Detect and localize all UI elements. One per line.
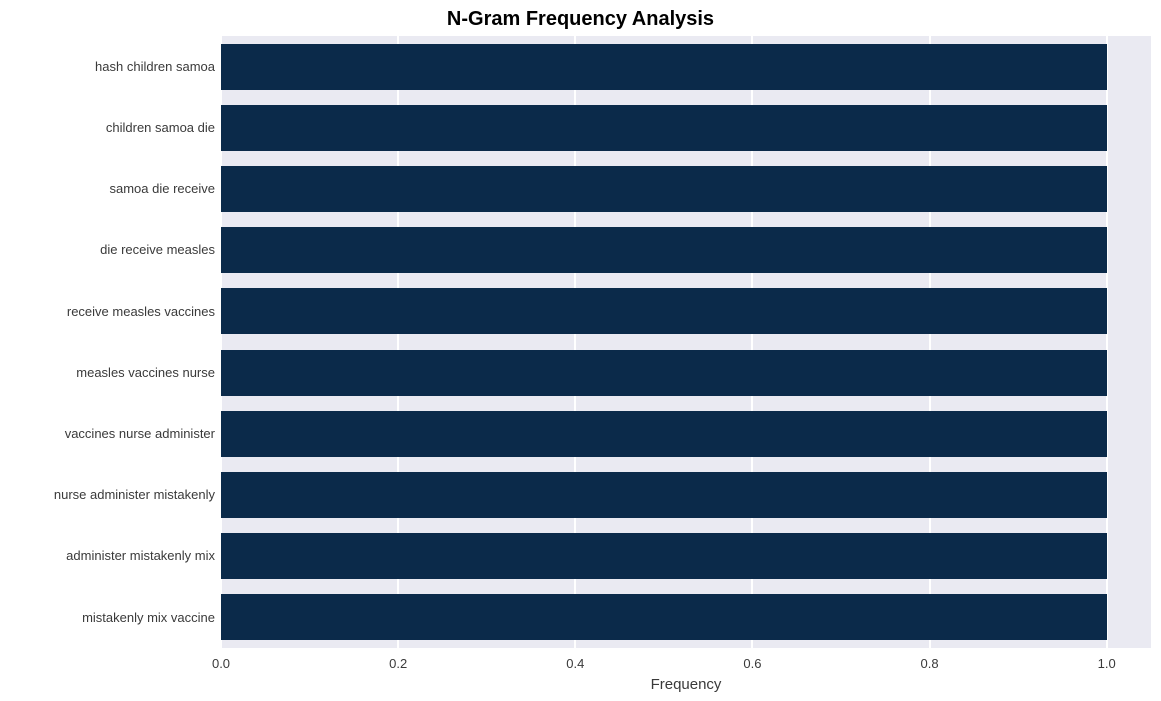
bar-row — [221, 166, 1151, 212]
x-tick-label: 0.4 — [566, 656, 584, 671]
x-tick-label: 0.8 — [921, 656, 939, 671]
chart-title: N-Gram Frequency Analysis — [0, 8, 1161, 31]
bar — [221, 594, 1107, 640]
plot-area — [221, 36, 1151, 648]
category-label: administer mistakenly mix — [66, 548, 215, 563]
ngram-frequency-chart: N-Gram Frequency Analysis hash children … — [0, 0, 1161, 701]
bar — [221, 105, 1107, 151]
bar-row — [221, 533, 1151, 579]
category-label: nurse administer mistakenly — [54, 487, 215, 502]
bar-row — [221, 594, 1151, 640]
bar-row — [221, 288, 1151, 334]
category-label: receive measles vaccines — [67, 304, 215, 319]
category-label: vaccines nurse administer — [65, 426, 215, 441]
category-label: measles vaccines nurse — [76, 365, 215, 380]
category-label: samoa die receive — [110, 181, 216, 196]
x-axis-label: Frequency — [221, 676, 1151, 693]
bar-row — [221, 227, 1151, 273]
bar — [221, 227, 1107, 273]
bar — [221, 533, 1107, 579]
category-label: mistakenly mix vaccine — [82, 610, 215, 625]
bar-row — [221, 44, 1151, 90]
bar — [221, 411, 1107, 457]
x-tick-label: 0.6 — [743, 656, 761, 671]
bar-row — [221, 105, 1151, 151]
x-tick-label: 0.2 — [389, 656, 407, 671]
bar — [221, 350, 1107, 396]
bar-row — [221, 411, 1151, 457]
bar — [221, 472, 1107, 518]
bar — [221, 288, 1107, 334]
x-tick-label: 1.0 — [1098, 656, 1116, 671]
bar-row — [221, 472, 1151, 518]
bar — [221, 166, 1107, 212]
x-tick-label: 0.0 — [212, 656, 230, 671]
bar — [221, 44, 1107, 90]
category-label: die receive measles — [100, 242, 215, 257]
category-label: children samoa die — [106, 120, 215, 135]
bar-row — [221, 350, 1151, 396]
category-label: hash children samoa — [95, 59, 215, 74]
